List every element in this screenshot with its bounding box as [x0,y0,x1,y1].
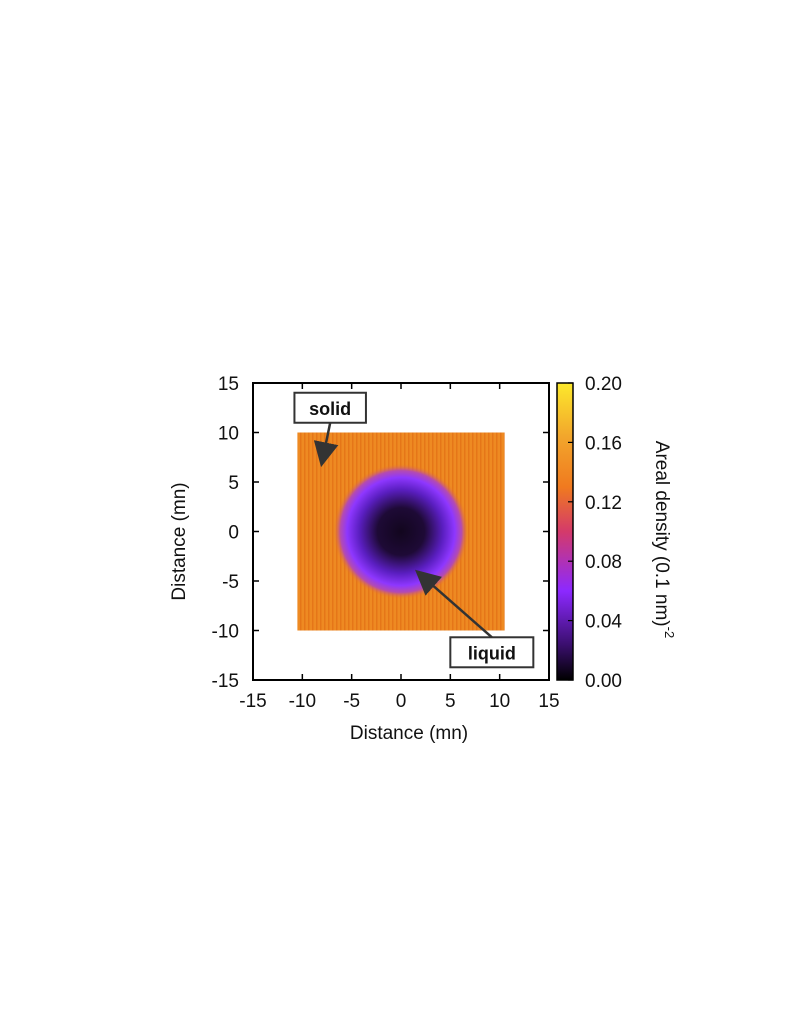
colorbar-tick-label: 0.16 [585,433,622,454]
colorbar-title: Areal density (0.1 nm)-2 [651,441,677,638]
colorbar-tick-label: 0.08 [585,552,622,573]
heatmap-layer [297,432,505,631]
y-tick-label: -5 [222,572,239,593]
x-tick-label: 10 [489,691,510,712]
colorbar-title-text: Areal density (0.1 nm) [651,441,672,627]
colorbar-tick-label: 0.20 [585,374,622,395]
x-axis: -15 -10 -5 0 5 10 15 [239,383,560,712]
x-tick-label: 15 [538,691,559,712]
colorbar-tick-label: 0.04 [585,612,622,633]
y-axis-title: Distance (mn) [169,482,190,600]
colorbar-title-superscript: -2 [662,627,677,639]
annotation-label: liquid [468,643,516,663]
colorbar-ticks: 0.00 0.04 0.08 0.12 0.16 0.20 [568,374,622,692]
annotation-arrow [415,569,493,639]
x-tick-label: 5 [445,691,456,712]
y-tick-label: -10 [212,622,239,643]
x-tick-label: -5 [343,691,360,712]
x-tick-label: -15 [239,691,266,712]
y-tick-label: 15 [218,374,239,395]
colorbar-tick-label: 0.00 [585,671,622,692]
liquid-droplet-region [333,463,469,600]
annotations: solid liquid [293,391,535,669]
y-tick-label: 0 [228,523,239,544]
y-tick-label: 10 [218,424,239,445]
x-tick-label: 0 [396,691,407,712]
y-tick-label: -15 [212,671,239,692]
annotation-arrow [313,422,339,468]
annotation-label: solid [309,399,351,419]
y-axis: -15 -10 -5 0 5 10 15 [212,374,549,692]
colorbar-tick-label: 0.12 [585,493,622,514]
x-axis-title: Distance (mn) [350,723,468,744]
x-tick-label: -10 [289,691,316,712]
annotation-box [293,391,367,424]
y-tick-label: 5 [228,473,239,494]
colorbar [556,382,574,681]
annotation-box [449,636,535,669]
